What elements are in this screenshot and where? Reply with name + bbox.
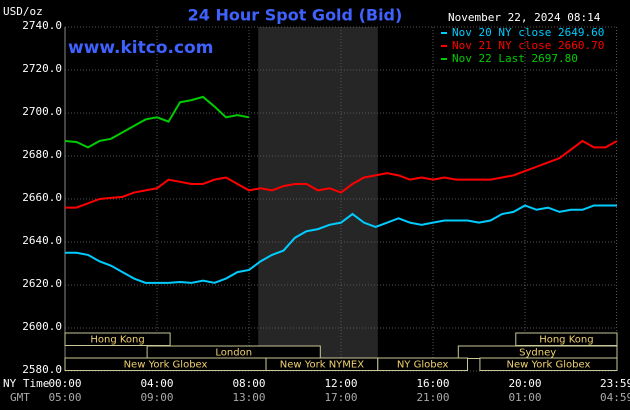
x-axis-label: NY Time — [3, 377, 49, 390]
x-axis-label: GMT — [10, 391, 30, 404]
x-tick-label-gmt: 09:00 — [140, 391, 173, 404]
y-tick-label: 2580.0 — [22, 363, 62, 376]
y-axis-label: USD/oz — [3, 5, 43, 18]
x-tick-label: 12:00 — [324, 377, 357, 390]
session-box — [479, 357, 618, 371]
x-tick-label: 00:00 — [48, 377, 81, 390]
y-tick-label: 2700.0 — [22, 105, 62, 118]
plot-under — [64, 26, 618, 372]
x-tick-label-gmt: 01:00 — [508, 391, 541, 404]
y-tick-label: 2600.0 — [22, 320, 62, 333]
session-label: Sydney — [519, 348, 556, 359]
y-tick-label: 2680.0 — [22, 148, 62, 161]
y-tick-label: 2720.0 — [22, 62, 62, 75]
legend-label: Nov 21 NY close 2660.70 — [452, 39, 604, 52]
x-tick-label: 04:00 — [140, 377, 173, 390]
x-tick-label: 20:00 — [508, 377, 541, 390]
session-label: New York Globex — [124, 360, 208, 371]
legend-label: Nov 22 Last 2697.80 — [452, 52, 578, 65]
session-box — [377, 357, 468, 371]
series-line — [65, 139, 618, 209]
session-label: London — [215, 348, 252, 359]
x-tick-label: 08:00 — [232, 377, 265, 390]
series-line — [64, 95, 250, 149]
y-tick-label: 2740.0 — [22, 19, 62, 32]
session-box — [64, 332, 171, 346]
session-label: New York Globex — [507, 360, 591, 371]
x-tick-label: 16:00 — [416, 377, 449, 390]
x-tick-label-gmt: 05:00 — [48, 391, 81, 404]
timestamp: November 22, 2024 08:14 — [448, 11, 601, 24]
y-tick-label: 2640.0 — [22, 234, 62, 247]
y-tick-label: 2660.0 — [22, 191, 62, 204]
x-tick-label-gmt: 21:00 — [416, 391, 449, 404]
y-tick-label: 2620.0 — [22, 277, 62, 290]
session-label: Hong Kong — [539, 335, 593, 346]
x-tick-label-gmt: 13:00 — [232, 391, 265, 404]
session-label: Hong Kong — [90, 335, 144, 346]
session-label: New York NYMEX — [280, 360, 365, 371]
legend-label: Nov 20 NY close 2649.60 — [452, 26, 604, 39]
session-label: NY Globex — [397, 360, 449, 371]
series-line — [65, 204, 617, 284]
site-label: www.kitco.com — [68, 38, 213, 58]
x-tick-label: 23:59 — [600, 377, 630, 390]
x-tick-label-gmt: 17:00 — [324, 391, 357, 404]
x-tick-label-gmt: 04:59 — [600, 391, 630, 404]
chart-title: 24 Hour Spot Gold (Bid) — [188, 6, 403, 25]
